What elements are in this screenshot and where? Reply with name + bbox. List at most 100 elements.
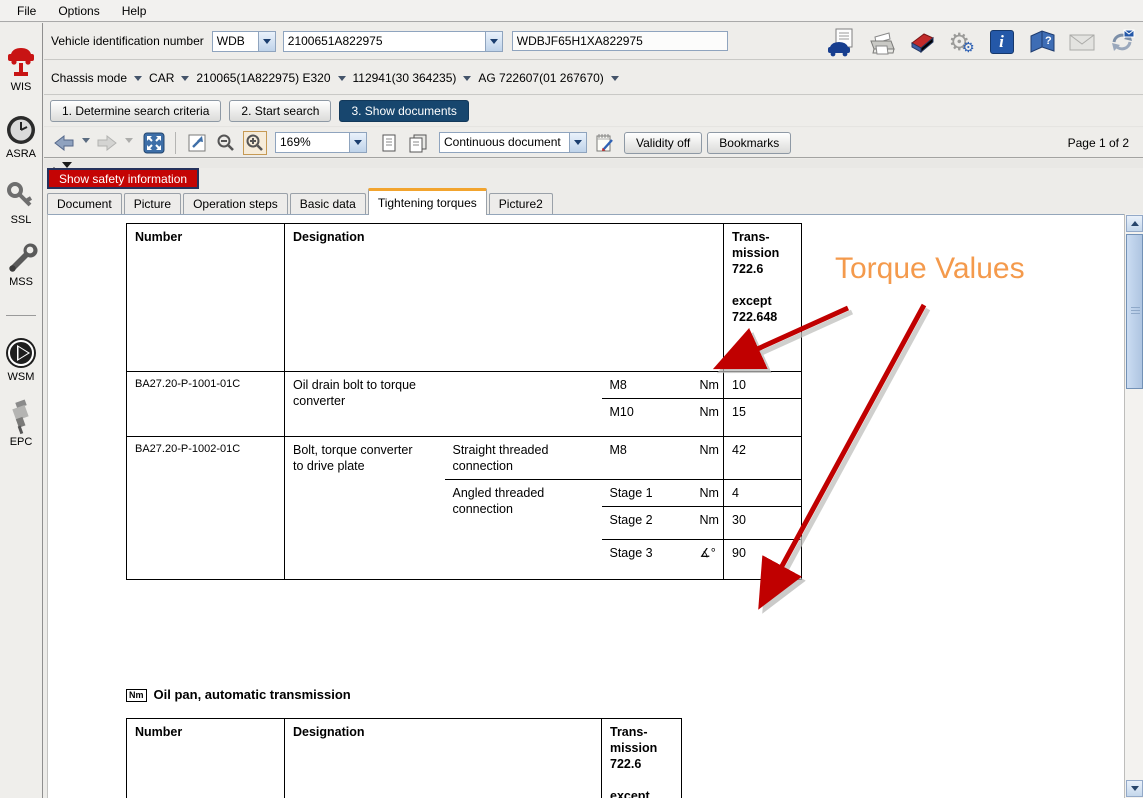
help-book-icon[interactable]: ? bbox=[1026, 26, 1057, 57]
cell-value: 4 bbox=[723, 479, 802, 507]
chevron-down-icon[interactable] bbox=[610, 75, 619, 85]
sidebar-item-wis[interactable]: WIS bbox=[0, 45, 42, 93]
section-title-text: Oil pan, automatic transmission bbox=[153, 687, 351, 702]
oil-pan-torques-table: Number Designation Trans- mission 722.6 … bbox=[126, 718, 682, 798]
tab-basic-data[interactable]: Basic data bbox=[289, 193, 366, 214]
chevron-down-icon[interactable] bbox=[337, 75, 346, 85]
zoom-level-combobox[interactable]: 169% bbox=[275, 132, 367, 153]
sidebar-item-label: EPC bbox=[9, 436, 33, 448]
table-row: Stage 2 Nm 30 bbox=[127, 506, 802, 540]
tab-document[interactable]: Document bbox=[47, 193, 122, 214]
full-vin-field[interactable] bbox=[511, 31, 728, 51]
chevron-down-icon[interactable] bbox=[181, 75, 190, 85]
step-determine-criteria-button[interactable]: 1. Determine search criteria bbox=[50, 100, 222, 122]
view-mode-value: Continuous document bbox=[444, 135, 561, 149]
cell-stage: Stage 2 bbox=[601, 506, 692, 540]
cell-size: M10 bbox=[601, 398, 692, 437]
clock-icon bbox=[0, 112, 42, 148]
cell-value: 42 bbox=[723, 436, 802, 480]
chevron-down-icon[interactable] bbox=[134, 75, 143, 85]
sidebar-item-asra[interactable]: ASRA bbox=[0, 112, 42, 160]
forward-history-chevron-icon bbox=[125, 138, 133, 147]
collapse-down-icon[interactable] bbox=[62, 162, 72, 173]
eraser-icon[interactable] bbox=[906, 26, 937, 57]
sidebar-item-label: SSL bbox=[10, 214, 32, 226]
facing-pages-view-icon[interactable] bbox=[406, 131, 430, 155]
back-history-chevron-icon[interactable] bbox=[82, 138, 90, 147]
scrollbar-thumb[interactable] bbox=[1126, 234, 1143, 389]
back-icon[interactable] bbox=[52, 131, 76, 155]
chevron-down-icon[interactable] bbox=[257, 31, 275, 51]
print-icon[interactable] bbox=[866, 26, 897, 57]
sidebar-item-ssl[interactable]: SSL bbox=[0, 178, 42, 226]
sidebar-item-label: WIS bbox=[10, 81, 32, 93]
chevron-down-icon[interactable] bbox=[463, 75, 472, 85]
notes-icon[interactable] bbox=[592, 131, 616, 155]
step-start-search-button[interactable]: 2. Start search bbox=[229, 100, 332, 122]
vin-bar: Vehicle identification number WDB 210065… bbox=[44, 23, 1143, 60]
wmi-combobox[interactable]: WDB bbox=[211, 30, 276, 52]
view-mode-combobox[interactable]: Continuous document bbox=[439, 132, 587, 153]
send-receive-icon[interactable] bbox=[1106, 26, 1137, 57]
chassis-transmission: AG 722607(01 267670) bbox=[478, 70, 604, 85]
cell-unit: Nm bbox=[691, 506, 724, 540]
table-row: BA27.20-P-1001-01C Oil drain bolt to tor… bbox=[126, 371, 802, 437]
scroll-down-icon[interactable] bbox=[1126, 780, 1143, 797]
tab-picture[interactable]: Picture bbox=[123, 193, 182, 214]
zoom-level-value: 169% bbox=[280, 135, 311, 149]
cell-value: 15 bbox=[723, 398, 802, 437]
vehicle-document-icon[interactable] bbox=[826, 26, 857, 57]
key-icon bbox=[0, 178, 42, 214]
chevron-down-icon[interactable] bbox=[484, 31, 502, 51]
settings-gears-icon[interactable]: ⚙ ⚙ bbox=[948, 27, 975, 56]
car-lift-icon bbox=[0, 45, 42, 81]
search-steps-bar: 1. Determine search criteria 2. Start se… bbox=[44, 96, 1143, 127]
show-safety-information-button[interactable]: Show safety information bbox=[47, 168, 200, 189]
sidebar-item-label: MSS bbox=[9, 276, 33, 288]
step-show-documents-button[interactable]: 3. Show documents bbox=[339, 100, 469, 122]
zoom-out-icon[interactable] bbox=[214, 131, 238, 155]
sidebar-item-mss[interactable]: MSS bbox=[0, 240, 42, 288]
pan-zoom-area-icon[interactable] bbox=[185, 131, 209, 155]
spark-plug-icon bbox=[0, 399, 42, 436]
sidebar-divider bbox=[6, 315, 36, 316]
cell-unit: Nm bbox=[699, 378, 719, 392]
module-sidebar: WIS ASRA SSL MSS WSM EPC bbox=[0, 23, 43, 798]
document-viewport[interactable]: Number Designation Trans- mission 722.6 … bbox=[47, 214, 1124, 798]
forward-icon-disabled bbox=[95, 131, 119, 155]
chassis-bar: Chassis mode CAR 210065(1A822975) E320 1… bbox=[44, 61, 1143, 95]
bookmarks-button[interactable]: Bookmarks bbox=[707, 131, 792, 154]
chassis-model: 210065(1A822975) E320 bbox=[196, 70, 331, 85]
menu-options[interactable]: Options bbox=[58, 3, 100, 18]
mail-icon-disabled bbox=[1066, 26, 1097, 57]
cell-unit: Nm bbox=[691, 398, 724, 437]
menu-help[interactable]: Help bbox=[121, 3, 147, 18]
viewer-toolbar: 169% Continuous document Validity off Bo… bbox=[44, 128, 1143, 158]
tab-picture2[interactable]: Picture2 bbox=[488, 193, 553, 214]
sidebar-item-label: ASRA bbox=[6, 148, 36, 160]
wrench-icon bbox=[0, 240, 42, 276]
svg-text:?: ? bbox=[1045, 35, 1052, 47]
sidebar-item-epc[interactable]: EPC bbox=[0, 399, 42, 448]
cell-condition: Angled threaded connection bbox=[444, 479, 602, 580]
menu-file[interactable]: File bbox=[17, 3, 37, 18]
single-page-view-icon[interactable] bbox=[377, 131, 401, 155]
tightening-torques-table: Number Designation Trans- mission 722.6 … bbox=[126, 223, 803, 580]
cell-unit: Nm bbox=[691, 436, 724, 480]
vertical-scrollbar[interactable] bbox=[1124, 214, 1143, 798]
chassis-type: CAR bbox=[149, 70, 175, 85]
fit-to-window-icon[interactable] bbox=[142, 131, 166, 155]
cell-unit-angle: ∡° bbox=[691, 539, 724, 580]
info-icon[interactable]: i bbox=[986, 26, 1017, 57]
tab-tightening-torques[interactable]: Tightening torques bbox=[367, 188, 487, 215]
tab-operation-steps[interactable]: Operation steps bbox=[183, 193, 288, 214]
zoom-in-icon[interactable] bbox=[243, 130, 267, 155]
scroll-up-icon[interactable] bbox=[1126, 215, 1143, 232]
validity-toggle-button[interactable]: Validity off bbox=[624, 131, 703, 154]
toolbar-separator bbox=[175, 131, 176, 154]
sidebar-item-wsm[interactable]: WSM bbox=[0, 335, 42, 383]
chevron-down-icon[interactable] bbox=[349, 133, 366, 152]
chevron-down-icon[interactable] bbox=[569, 133, 586, 152]
play-icon bbox=[0, 335, 42, 371]
vin-combobox[interactable]: 2100651A822975 bbox=[282, 30, 503, 52]
